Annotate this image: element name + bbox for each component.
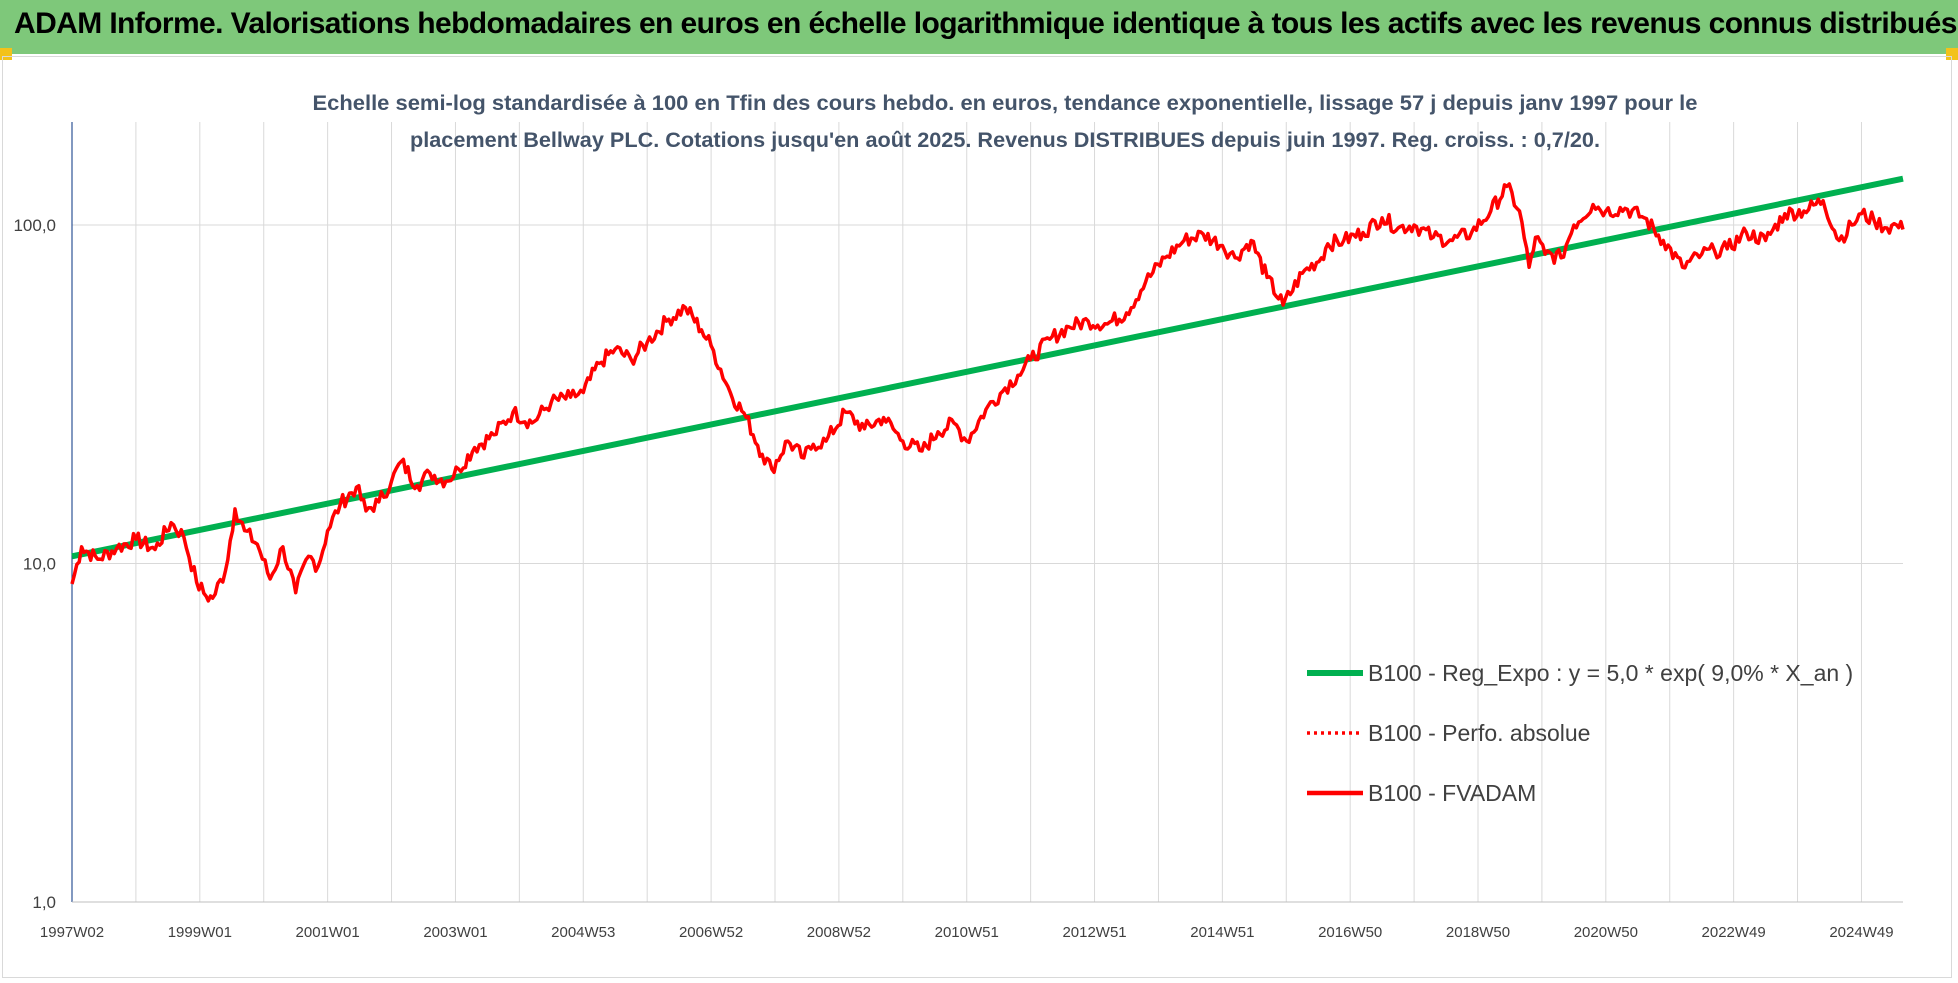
- x-tick-label: 1997W02: [40, 924, 104, 941]
- legend: B100 - Reg_Expo : y = 5,0 * exp( 9,0% * …: [1307, 660, 1853, 806]
- series-line-fvadam: [70, 182, 1905, 603]
- x-tick-label: 2024W49: [1829, 924, 1893, 941]
- series-layer: [70, 175, 1905, 603]
- legend-label: B100 - Reg_Expo : y = 5,0 * exp( 9,0% * …: [1368, 660, 1853, 686]
- x-tick-label: 2020W50: [1574, 924, 1638, 941]
- chart-title-line1: Echelle semi-log standardisée à 100 en T…: [313, 92, 1698, 115]
- axis-layer: 1,0 10,0 100,0 1997W02 1999W01 2001W01 2003W01…: [13, 122, 1903, 941]
- x-tick-label: 2018W50: [1446, 924, 1510, 941]
- x-tick-label: 2022W49: [1702, 924, 1766, 941]
- x-tick-label: 2016W50: [1318, 924, 1382, 941]
- x-tick-label: 2003W01: [423, 924, 487, 941]
- legend-item-fvadam: B100 - FVADAM: [1307, 780, 1536, 806]
- y-tick-label: 10,0: [23, 555, 56, 574]
- legend-label: B100 - FVADAM: [1368, 780, 1536, 806]
- x-tick-label: 2001W01: [296, 924, 360, 941]
- legend-item-regression: B100 - Reg_Expo : y = 5,0 * exp( 9,0% * …: [1307, 660, 1853, 686]
- x-tick-label: 2012W51: [1062, 924, 1126, 941]
- x-tick-label: 2004W53: [551, 924, 615, 941]
- corner-marker-left: [0, 48, 12, 60]
- y-tick-label: 100,0: [13, 216, 56, 235]
- chart-frame: [2, 56, 1952, 978]
- report-banner: ADAM Informe. Valorisations hebdomadaire…: [0, 0, 1958, 54]
- x-tick-label: 2008W52: [807, 924, 871, 941]
- legend-label: B100 - Perfo. absolue: [1368, 720, 1590, 746]
- legend-item-perfo: B100 - Perfo. absolue: [1307, 720, 1590, 746]
- corner-marker-right: [1946, 48, 1958, 60]
- chart-title-line2: placement Bellway PLC. Cotations jusqu'e…: [410, 129, 1600, 152]
- report-title: ADAM Informe. Valorisations hebdomadaire…: [14, 7, 1957, 40]
- x-tick-label: 2014W51: [1190, 924, 1254, 941]
- x-tick-label: 2010W51: [935, 924, 999, 941]
- series-line-regression: [71, 175, 1904, 560]
- y-tick-label: 1,0: [32, 893, 56, 912]
- grid-layer: [71, 122, 1903, 903]
- x-tick-label: 2006W52: [679, 924, 743, 941]
- x-tick-label: 1999W01: [168, 924, 232, 941]
